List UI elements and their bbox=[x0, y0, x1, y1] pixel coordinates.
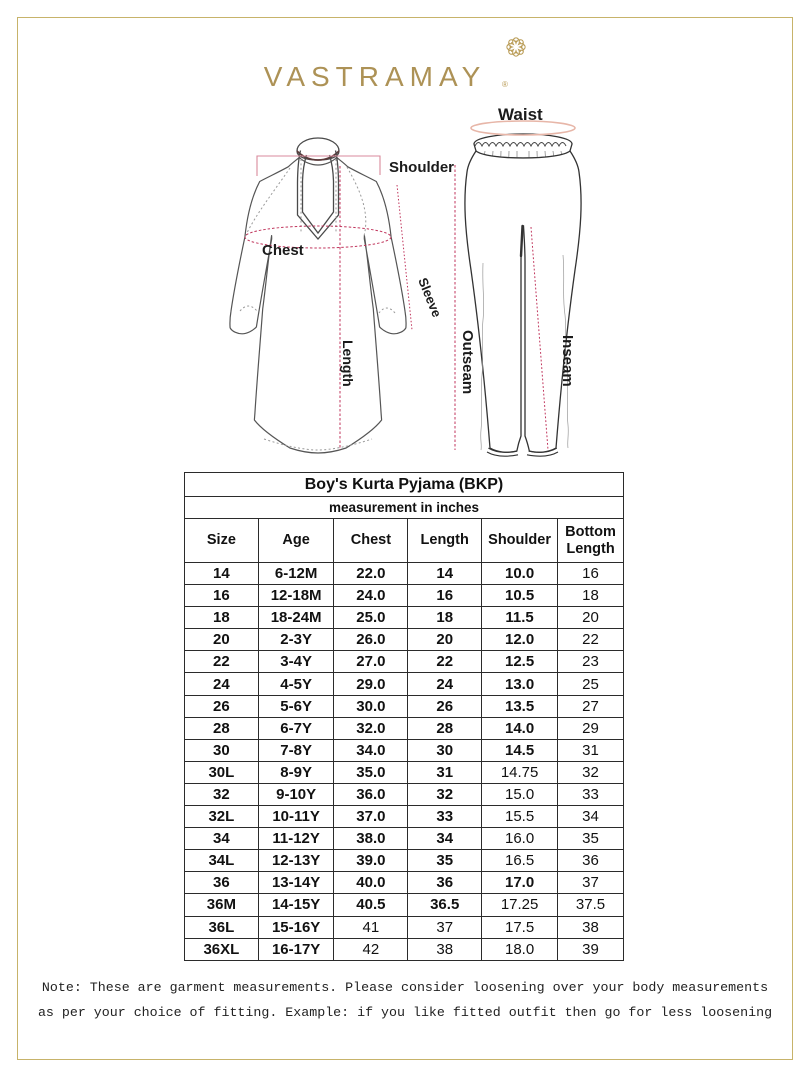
svg-text:Shoulder: Shoulder bbox=[389, 159, 454, 176]
svg-text:Length: Length bbox=[340, 340, 356, 387]
svg-text:Waist: Waist bbox=[498, 105, 543, 124]
svg-text:Inseam: Inseam bbox=[559, 335, 576, 387]
svg-text:Chest: Chest bbox=[262, 242, 304, 259]
svg-text:Outseam: Outseam bbox=[459, 330, 476, 394]
svg-text:Sleeve: Sleeve bbox=[415, 276, 444, 320]
